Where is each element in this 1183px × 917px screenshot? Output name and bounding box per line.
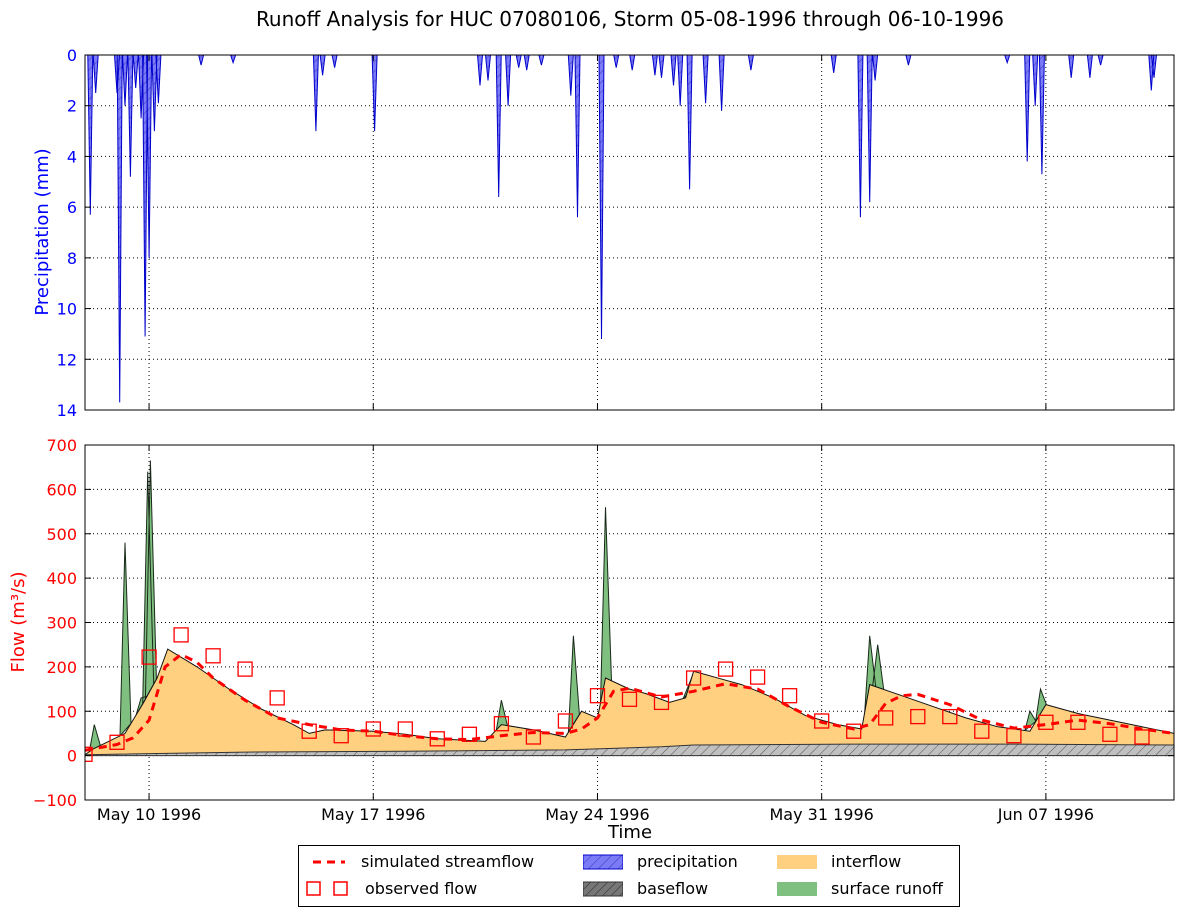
observed-flow-point xyxy=(974,723,990,739)
flow-y-tick-label: 500 xyxy=(46,525,77,544)
legend-dashed-line-swatch xyxy=(313,860,345,863)
x-tick-label: May 17 1996 xyxy=(321,805,425,824)
precipitation-area xyxy=(85,55,1174,403)
observed-flow-point xyxy=(205,648,221,664)
x-tick-label: May 10 1996 xyxy=(97,805,201,824)
precip-y-tick-label: 14 xyxy=(57,401,77,420)
legend-surface-runoff-swatch xyxy=(777,881,817,896)
precip-grid xyxy=(85,54,1174,411)
legend-baseflow: baseflow xyxy=(583,879,708,898)
flow-y-tick-label: 0 xyxy=(67,747,77,766)
observed-flow-point xyxy=(878,710,894,726)
observed-flow-point xyxy=(1070,714,1086,730)
x-tick-label: May 24 1996 xyxy=(545,805,649,824)
legend-label: observed flow xyxy=(365,879,478,898)
flow-y-tick-label: 100 xyxy=(46,702,77,721)
flow-y-label: Flow (m³/s) xyxy=(8,571,29,672)
observed-flow-point xyxy=(333,728,349,744)
legend-label: precipitation xyxy=(637,852,738,871)
observed-flow-point xyxy=(301,723,317,739)
flow-y-tick-label: −100 xyxy=(33,791,77,810)
precip-y-tick-label: 8 xyxy=(67,249,77,268)
observed-flow-point xyxy=(846,723,862,739)
observed-flow-point xyxy=(237,661,253,677)
legend-observed-flow: observed flow xyxy=(305,879,477,898)
observed-flow-point xyxy=(109,734,125,750)
baseflow-area xyxy=(85,743,1174,757)
runoff-chart: Runoff Analysis for HUC 07080106, Storm … xyxy=(8,7,1175,840)
legend-interflow: interflow xyxy=(777,852,901,871)
observed-flow-point xyxy=(1006,728,1022,744)
observed-flow-point xyxy=(781,688,798,704)
legend-label: interflow xyxy=(831,852,902,871)
legend-precip-swatch xyxy=(583,854,623,869)
observed-flow-point xyxy=(85,746,93,762)
flow-y-tick-label: 700 xyxy=(46,436,77,455)
legend-label: simulated streamflow xyxy=(361,852,535,871)
observed-flow-point xyxy=(429,731,445,747)
observed-flow-point xyxy=(653,694,670,711)
precip-y-tick-label: 6 xyxy=(67,198,77,217)
observed-flow-point xyxy=(749,669,766,685)
legend: simulated streamflow observed flow preci… xyxy=(298,845,960,907)
precip-y-ticks: 0 2 4 6 8 10 12 14 xyxy=(57,46,1174,420)
precip-x-ticks xyxy=(148,55,1047,410)
flow-y-tick-label: 400 xyxy=(46,569,77,588)
observed-flow-point xyxy=(525,729,542,745)
precip-y-tick-label: 12 xyxy=(57,350,77,369)
legend-square-marker-swatch xyxy=(306,880,348,896)
chart-title: Runoff Analysis for HUC 07080106, Storm … xyxy=(256,7,1004,31)
flow-y-ticks: −100 0 100 200 300 400 500 600 700 xyxy=(33,436,1174,810)
x-tick-label: May 31 1996 xyxy=(770,805,874,824)
legend-precipitation: precipitation xyxy=(583,852,738,871)
observed-flow-point xyxy=(557,713,574,729)
observed-flow-point xyxy=(621,691,638,707)
observed-flow-point xyxy=(910,708,926,725)
precip-series xyxy=(85,55,1174,403)
legend-surface-runoff: surface runoff xyxy=(777,879,943,898)
precip-y-tick-label: 10 xyxy=(57,300,77,319)
precip-y-tick-label: 2 xyxy=(67,97,77,116)
observed-flow-point xyxy=(942,708,958,725)
flow-series xyxy=(85,460,1174,762)
observed-flow-point xyxy=(685,670,702,686)
precip-y-tick-label: 4 xyxy=(67,147,77,166)
precip-plot-frame xyxy=(84,54,1175,411)
simulated-streamflow-line xyxy=(85,652,1174,752)
observed-flow-point xyxy=(717,661,734,677)
observed-flow-point xyxy=(493,716,510,732)
legend-baseflow-swatch xyxy=(583,881,623,896)
observed-flow-point xyxy=(365,721,381,737)
observed-flow-point xyxy=(1102,726,1118,742)
x-axis-label: Time xyxy=(607,822,652,840)
flow-y-tick-label: 600 xyxy=(46,480,77,499)
legend-label: baseflow xyxy=(637,879,709,898)
observed-flow-point xyxy=(1038,714,1054,730)
observed-flow-point xyxy=(141,649,157,665)
flow-y-tick-label: 200 xyxy=(46,658,77,677)
observed-flow-point xyxy=(397,721,413,737)
flow-x-ticks: May 10 1996 May 17 1996 May 24 1996 May 31 … xyxy=(97,445,1094,824)
precip-y-label: Precipitation (mm) xyxy=(32,148,53,315)
x-tick-label: Jun 07 1996 xyxy=(997,805,1094,824)
legend-interflow-swatch xyxy=(777,854,817,869)
observed-flow-point xyxy=(269,690,285,706)
legend-simulated-streamflow: simulated streamflow xyxy=(311,852,534,871)
observed-flow-point xyxy=(461,726,478,742)
observed-flow-point xyxy=(173,627,189,643)
observed-flow-point xyxy=(814,713,830,729)
legend-label: surface runoff xyxy=(831,879,943,898)
interflow-area xyxy=(85,649,1174,756)
precip-y-tick-label: 0 xyxy=(67,46,77,65)
observed-flow-point xyxy=(1134,729,1150,745)
flow-y-tick-label: 300 xyxy=(46,614,77,633)
observed-flow-point xyxy=(589,688,606,704)
